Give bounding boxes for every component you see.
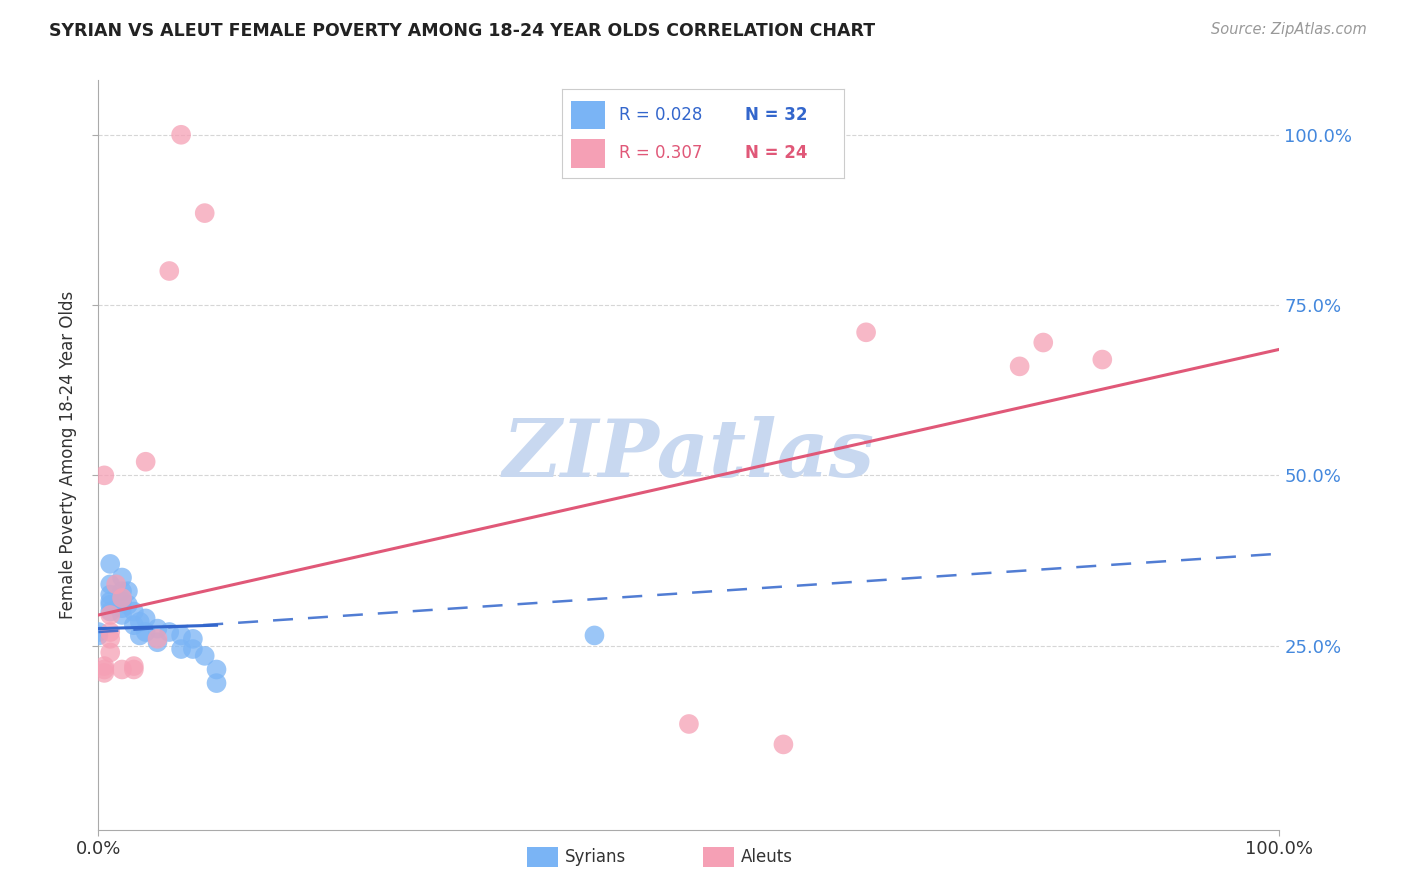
Point bbox=[122, 659, 145, 673]
Text: R = 0.028: R = 0.028 bbox=[619, 106, 702, 124]
Point bbox=[98, 594, 121, 608]
Point bbox=[98, 632, 121, 646]
Point bbox=[181, 632, 204, 646]
Text: N = 24: N = 24 bbox=[745, 145, 807, 162]
Text: SYRIAN VS ALEUT FEMALE POVERTY AMONG 18-24 YEAR OLDS CORRELATION CHART: SYRIAN VS ALEUT FEMALE POVERTY AMONG 18-… bbox=[49, 22, 876, 40]
Point bbox=[111, 570, 134, 584]
Bar bbox=[571, 139, 605, 168]
Point bbox=[117, 598, 139, 612]
Point bbox=[93, 663, 115, 677]
Point bbox=[122, 663, 145, 677]
Text: Source: ZipAtlas.com: Source: ZipAtlas.com bbox=[1211, 22, 1367, 37]
Text: Syrians: Syrians bbox=[565, 848, 627, 866]
Point bbox=[98, 625, 121, 640]
Point bbox=[111, 663, 134, 677]
Point bbox=[98, 598, 121, 612]
Point bbox=[98, 557, 121, 571]
Point bbox=[157, 264, 180, 278]
Point bbox=[111, 594, 134, 608]
Point bbox=[111, 584, 134, 599]
Point bbox=[111, 601, 134, 615]
Point bbox=[1008, 359, 1031, 374]
Point bbox=[122, 618, 145, 632]
Point bbox=[1032, 335, 1054, 350]
Point bbox=[93, 665, 115, 680]
Point bbox=[111, 607, 134, 622]
Point bbox=[122, 605, 145, 619]
Point bbox=[117, 584, 139, 599]
Point bbox=[772, 738, 794, 752]
Bar bbox=[571, 101, 605, 129]
Text: N = 32: N = 32 bbox=[745, 106, 807, 124]
Point bbox=[98, 577, 121, 591]
Point bbox=[111, 591, 134, 605]
Point bbox=[170, 628, 193, 642]
Point bbox=[135, 611, 157, 625]
Point bbox=[135, 455, 157, 469]
Point bbox=[128, 628, 150, 642]
Point bbox=[1091, 352, 1114, 367]
Point bbox=[93, 468, 115, 483]
Point bbox=[194, 648, 217, 663]
Point bbox=[87, 625, 110, 640]
Point bbox=[170, 128, 193, 142]
Point bbox=[128, 615, 150, 629]
Point bbox=[93, 659, 115, 673]
Point bbox=[98, 645, 121, 659]
Point bbox=[87, 628, 110, 642]
Point bbox=[205, 663, 228, 677]
Point bbox=[157, 625, 180, 640]
Point bbox=[98, 588, 121, 602]
Point bbox=[181, 642, 204, 657]
Point bbox=[98, 607, 121, 622]
Point bbox=[135, 625, 157, 640]
Point bbox=[855, 326, 877, 340]
Point bbox=[170, 642, 193, 657]
Point bbox=[146, 635, 169, 649]
Text: ZIPatlas: ZIPatlas bbox=[503, 417, 875, 493]
Point bbox=[194, 206, 217, 220]
Point bbox=[583, 628, 606, 642]
Point bbox=[146, 632, 169, 646]
Y-axis label: Female Poverty Among 18-24 Year Olds: Female Poverty Among 18-24 Year Olds bbox=[59, 291, 77, 619]
Point bbox=[146, 622, 169, 636]
Point bbox=[205, 676, 228, 690]
Point bbox=[98, 605, 121, 619]
Point bbox=[105, 577, 128, 591]
Text: R = 0.307: R = 0.307 bbox=[619, 145, 702, 162]
Text: Aleuts: Aleuts bbox=[741, 848, 793, 866]
Point bbox=[678, 717, 700, 731]
